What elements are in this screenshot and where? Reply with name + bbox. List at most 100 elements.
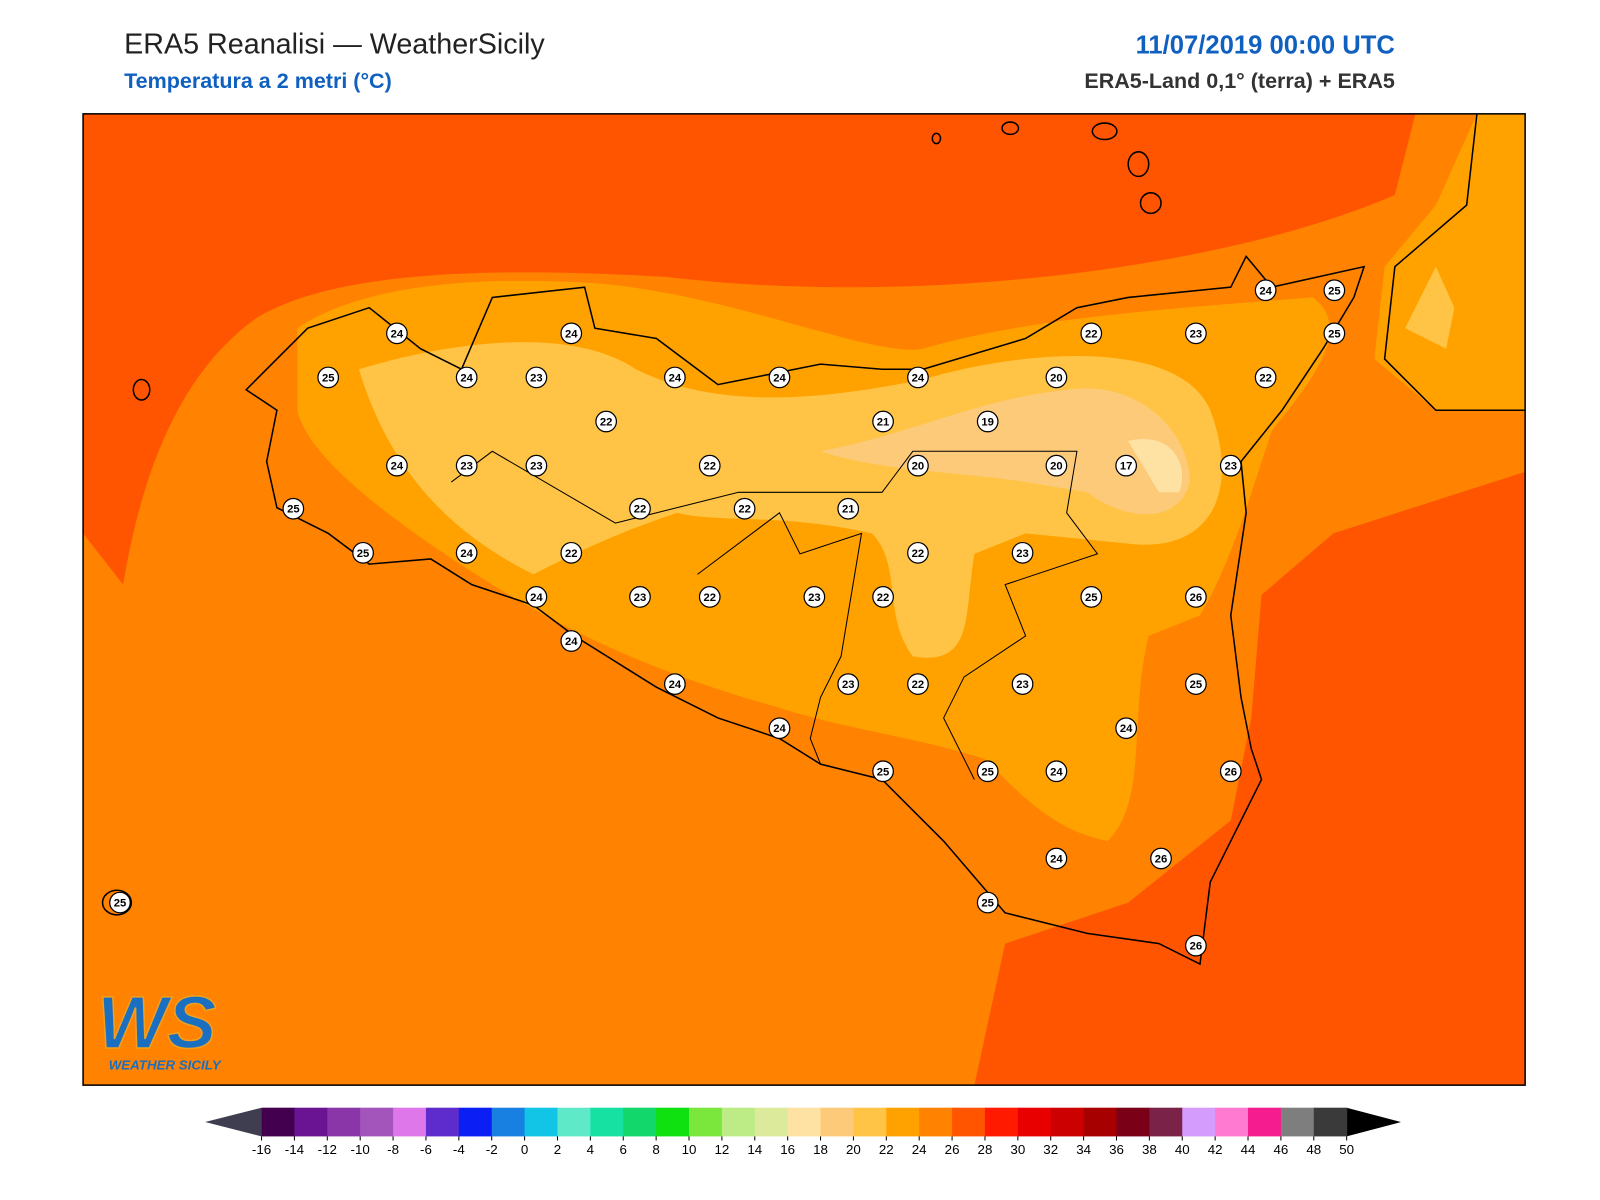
colorbar-label: 14	[747, 1142, 762, 1157]
colorbar-bin	[1083, 1107, 1118, 1137]
colorbar-label: 48	[1306, 1142, 1321, 1157]
station-value: 22	[1259, 372, 1272, 384]
station-marker	[1185, 586, 1207, 608]
station-marker	[595, 410, 618, 433]
station-marker	[1080, 322, 1103, 345]
station-value: 24	[669, 372, 682, 384]
station-marker	[872, 760, 894, 783]
station-marker	[837, 497, 860, 520]
colorbar-bin	[524, 1107, 558, 1137]
station-value: 22	[738, 504, 751, 516]
colorbar-label: -14	[285, 1142, 305, 1157]
station-value: 24	[391, 461, 404, 473]
colorbar-label: -8	[387, 1142, 399, 1157]
station-value: 24	[773, 372, 786, 384]
station-value: 19	[981, 417, 994, 429]
colorbar-bin	[623, 1107, 657, 1137]
station-value: 25	[357, 548, 370, 560]
station-marker	[525, 586, 548, 608]
station-value: 24	[773, 723, 786, 735]
colorbar-label: -12	[318, 1142, 337, 1157]
colorbar-bin	[1215, 1107, 1249, 1137]
station-value: 22	[703, 461, 716, 473]
station-marker	[525, 454, 548, 477]
station-value: 24	[669, 679, 682, 691]
colorbar-bin	[393, 1107, 427, 1137]
source: ERA5-Land 0,1° (terra) + ERA5	[1084, 69, 1395, 93]
station-value: 22	[912, 679, 925, 691]
station-value: 25	[1328, 328, 1341, 340]
station-value: 26	[1190, 941, 1203, 953]
station-marker	[872, 410, 894, 433]
station-marker	[698, 586, 721, 608]
station-value: 21	[842, 504, 855, 516]
station-marker	[1045, 366, 1068, 389]
colorbar-label: 38	[1142, 1142, 1157, 1157]
colorbar-label: -6	[420, 1142, 432, 1157]
station-value: 20	[1050, 461, 1063, 473]
colorbar-bin	[984, 1107, 1019, 1137]
colorbar-bin	[261, 1107, 295, 1137]
stations: 24 24 22 23 25 24 25 25 24 23 24 24 24 20 22 22 21 19 24 23…	[109, 279, 1346, 957]
station-value: 23	[1190, 328, 1203, 340]
station-value: 25	[1085, 592, 1098, 604]
station-marker	[1254, 366, 1277, 389]
colorbar-under	[205, 1107, 262, 1137]
colorbar-label: 36	[1109, 1142, 1124, 1157]
station-value: 22	[1085, 328, 1098, 340]
station-value: 23	[808, 592, 821, 604]
station-value: 24	[391, 328, 404, 340]
colorbar-label: 40	[1175, 1142, 1190, 1157]
station-marker	[386, 322, 408, 345]
colorbar-bin	[952, 1107, 986, 1137]
station-value: 25	[981, 898, 994, 910]
station-marker	[455, 454, 478, 477]
station-marker	[455, 541, 478, 564]
station-value: 17	[1120, 461, 1133, 473]
colorbar-label: 44	[1241, 1142, 1256, 1157]
station-marker	[733, 497, 756, 520]
station-marker	[1150, 847, 1172, 870]
field	[1374, 113, 1526, 411]
station-marker	[663, 366, 686, 389]
colorbar-label: 4	[587, 1142, 595, 1157]
station-marker	[629, 497, 651, 520]
colorbar-label: 2	[554, 1142, 561, 1157]
station-value: 25	[981, 766, 994, 778]
title: ERA5 Reanalisi — WeatherSicily	[124, 28, 545, 60]
colorbar-bin	[721, 1107, 756, 1137]
colorbar-bin	[754, 1107, 789, 1137]
colorbar-label: 16	[780, 1142, 795, 1157]
station-marker	[698, 454, 721, 477]
station-marker	[1115, 454, 1138, 477]
station-marker	[1185, 673, 1207, 695]
station-marker	[560, 541, 583, 564]
station-marker	[109, 891, 131, 914]
station-value: 25	[877, 766, 890, 778]
station-value: 23	[530, 461, 543, 473]
station-value: 25	[114, 898, 127, 910]
colorbar-bin	[1017, 1107, 1052, 1137]
colorbar-bin	[787, 1107, 822, 1137]
colorbar-label: 24	[912, 1142, 927, 1157]
station-marker	[1254, 279, 1277, 302]
station-marker	[1045, 760, 1068, 783]
station-marker	[1011, 541, 1034, 564]
field	[1405, 266, 1455, 349]
station-marker	[663, 673, 686, 695]
station-marker	[976, 760, 999, 783]
station-value: 24	[460, 372, 473, 384]
station-value: 23	[530, 372, 543, 384]
colorbar-bin	[1280, 1107, 1315, 1137]
colorbar: -16 -14 -12 -10 -8 -6 -4 -2 0 2 4 6 8 10 12 14 16 18 20 22 2…	[205, 1107, 1402, 1157]
station-value: 26	[1225, 766, 1238, 778]
station-marker	[768, 717, 791, 740]
colorbar-label: 42	[1208, 1142, 1223, 1157]
station-value: 21	[877, 417, 890, 429]
station-marker	[768, 366, 791, 389]
station-value: 22	[600, 417, 613, 429]
station-marker	[907, 454, 929, 477]
station-value: 24	[565, 636, 578, 648]
colorbar-bin	[590, 1107, 624, 1137]
